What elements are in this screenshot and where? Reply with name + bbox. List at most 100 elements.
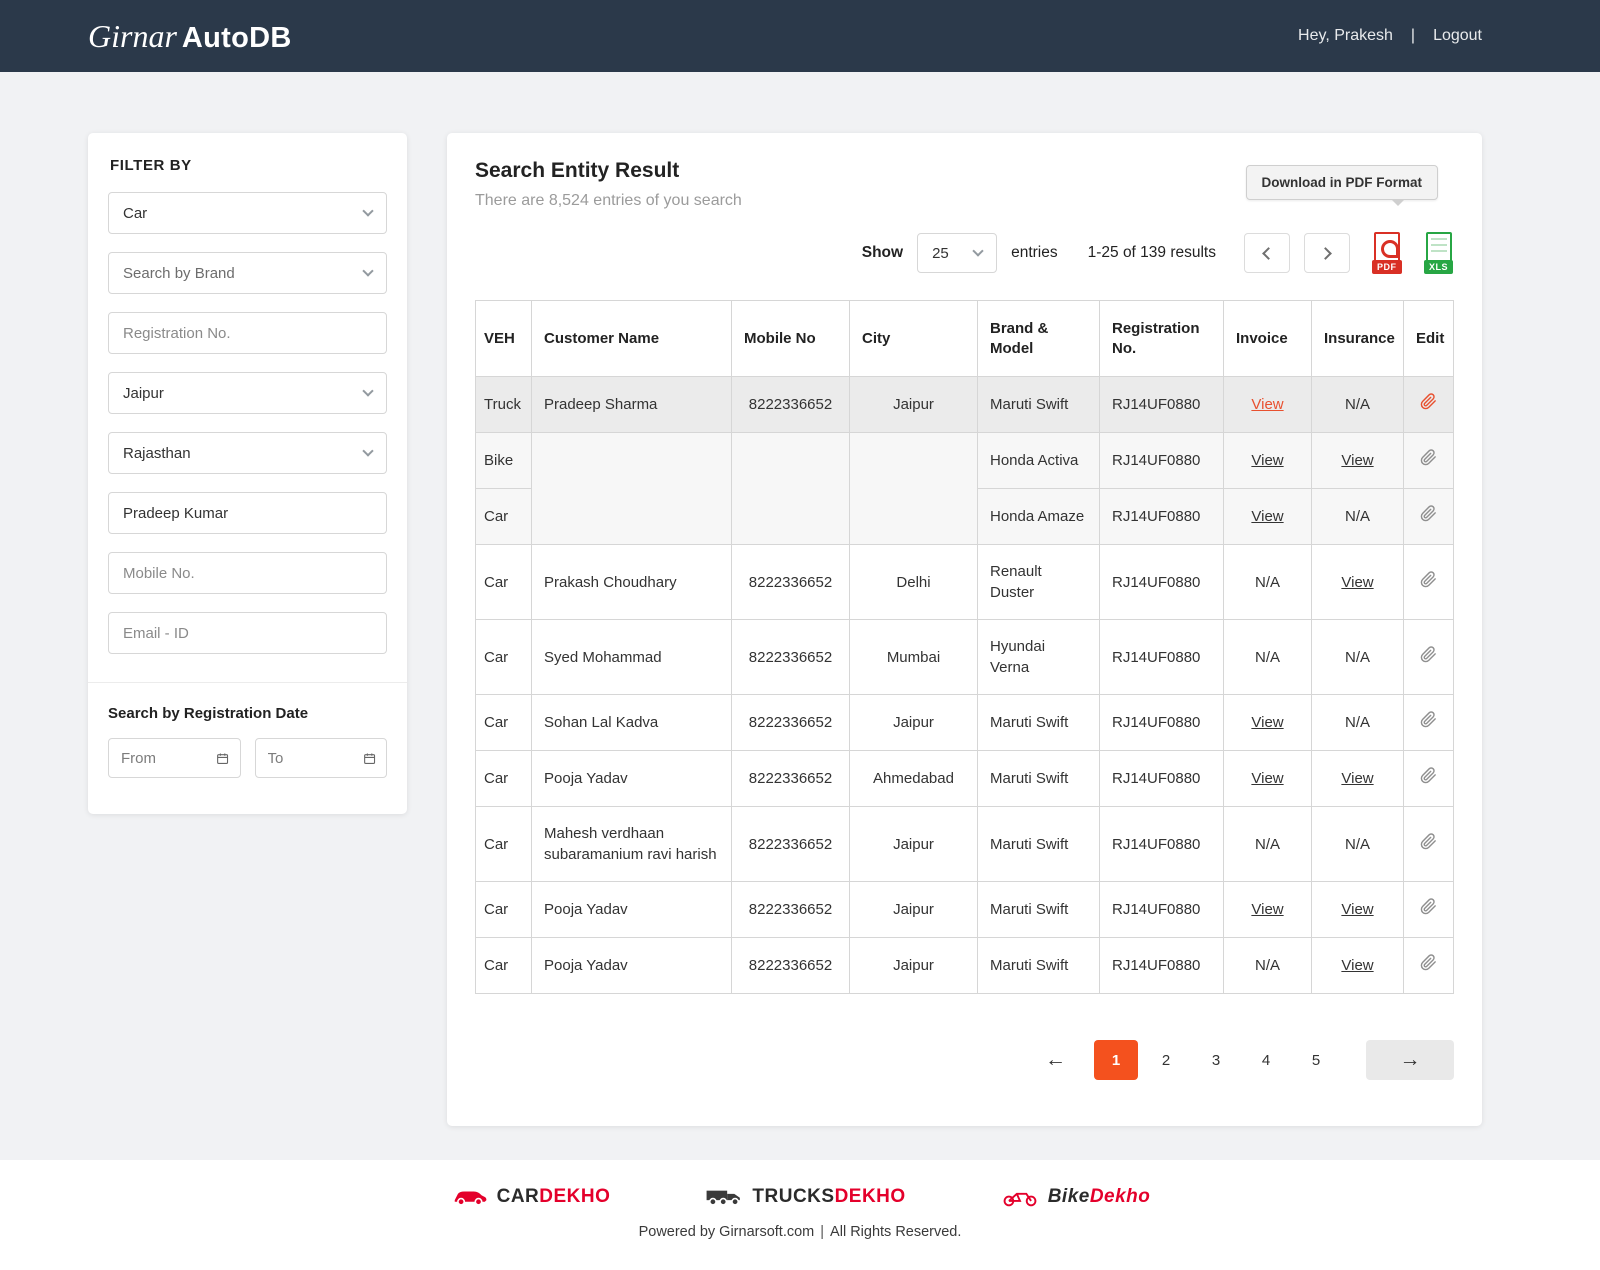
- insurance-cell-view-link[interactable]: View: [1341, 452, 1374, 469]
- invoice-cell-view-link[interactable]: View: [1251, 508, 1284, 525]
- insurance-cell: N/A: [1311, 619, 1404, 695]
- brand-name-italic: Girnar: [88, 17, 177, 54]
- edit-attachment-icon[interactable]: [1420, 832, 1437, 850]
- bikedekho-logo[interactable]: BikeDekho: [1001, 1186, 1151, 1208]
- brand-model-cell: Maruti Swift: [977, 694, 1100, 751]
- table-header-row: VEH Customer Name Mobile No City Brand & Mod…: [475, 300, 1454, 377]
- customer-name-cell: Sohan Lal Kadva: [531, 694, 732, 751]
- edit-attachment-icon[interactable]: [1420, 645, 1437, 663]
- pagination-pages: 1 2 3 4 5: [1094, 1040, 1338, 1080]
- registration-cell: RJ14UF0880: [1099, 432, 1224, 489]
- pagination-page-3[interactable]: 3: [1211, 1051, 1221, 1069]
- city-cell: [849, 432, 978, 545]
- brand-model-cell: Maruti Swift: [977, 806, 1100, 882]
- invoice-cell-view-link[interactable]: View: [1251, 770, 1284, 787]
- brand-model-cell: Maruti Swift: [977, 376, 1100, 433]
- table-row: Car Pooja Yadav 8222336652 Ahmedabad Maruti …: [475, 750, 1454, 807]
- chevron-down-icon: [362, 445, 374, 457]
- filter-title: FILTER BY: [110, 157, 192, 174]
- insurance-cell-view-link[interactable]: View: [1341, 573, 1374, 591]
- customer-name-input[interactable]: [108, 492, 387, 534]
- footer: CARDEKHO TRUCKSDEKHO BikeDekho Powered b…: [0, 1160, 1600, 1270]
- page-size-select[interactable]: 25: [917, 233, 998, 273]
- results-range: 1-25 of 139 results: [1087, 244, 1216, 261]
- edit-attachment-icon[interactable]: [1420, 954, 1437, 971]
- mobile-input[interactable]: [108, 552, 387, 594]
- entries-label: entries: [1011, 244, 1058, 261]
- table-row: Car Pooja Yadav 8222336652 Jaipur Maruti Swi…: [475, 881, 1454, 938]
- pagination-page-5[interactable]: 5: [1311, 1051, 1321, 1069]
- chevron-left-icon: [1262, 246, 1275, 260]
- cardekho-logo[interactable]: CARDEKHO: [450, 1186, 611, 1208]
- column-header: Customer Name: [531, 300, 732, 377]
- city-cell: Jaipur: [849, 881, 978, 938]
- pagination-next-button[interactable]: →: [1366, 1040, 1454, 1080]
- powered-by-text: Powered by Girnarsoft.com: [638, 1224, 815, 1240]
- edit-attachment-icon[interactable]: [1420, 393, 1437, 410]
- invoice-cell-view-link[interactable]: View: [1251, 396, 1284, 413]
- insurance-cell-view-link[interactable]: View: [1341, 957, 1374, 974]
- insurance-cell-view-link[interactable]: View: [1341, 901, 1374, 918]
- state-select-value: Rajasthan: [123, 444, 191, 462]
- edit-attachment-icon[interactable]: [1420, 570, 1437, 588]
- from-date-field[interactable]: [108, 738, 241, 778]
- customer-name-cell: Mahesh verdhaan subaramanium ravi harish: [531, 806, 732, 882]
- insurance-cell-view-link[interactable]: View: [1341, 770, 1374, 787]
- xls-download-icon[interactable]: XLS: [1424, 232, 1454, 274]
- invoice-cell-view-link[interactable]: View: [1251, 901, 1284, 918]
- edit-attachment-icon[interactable]: [1420, 505, 1437, 522]
- insurance-cell: N/A: [1311, 376, 1404, 433]
- state-select[interactable]: Rajasthan: [108, 432, 387, 474]
- invoice-cell-view-link[interactable]: View: [1251, 452, 1284, 469]
- registration-cell: RJ14UF0880: [1099, 881, 1224, 938]
- registration-cell: RJ14UF0880: [1099, 694, 1224, 751]
- next-page-button[interactable]: [1304, 233, 1350, 273]
- registration-date-section: Search by Registration Date: [88, 682, 407, 814]
- logout-link[interactable]: Logout: [1433, 27, 1482, 44]
- brand-select[interactable]: Search by Brand: [108, 252, 387, 294]
- logo-text-suffix: DEKHO: [539, 1186, 611, 1207]
- insurance-cell: View: [1311, 432, 1404, 489]
- mobile-cell: [731, 432, 850, 545]
- city-cell: Jaipur: [849, 806, 978, 882]
- email-input[interactable]: [108, 612, 387, 654]
- city-cell: Ahmedabad: [849, 750, 978, 807]
- app-logo: Girnar AutoDB: [88, 18, 292, 55]
- city-cell: Jaipur: [849, 937, 978, 994]
- brand-model-cell: Maruti Swift: [977, 750, 1100, 807]
- trucksdekho-logo[interactable]: TRUCKSDEKHO: [705, 1186, 905, 1208]
- pagination-page-1[interactable]: 1: [1094, 1040, 1138, 1080]
- pagination-page-2[interactable]: 2: [1161, 1051, 1171, 1069]
- veh-cell: Car: [475, 937, 532, 994]
- invoice-cell: N/A: [1223, 806, 1312, 882]
- brand-select-placeholder: Search by Brand: [123, 264, 235, 282]
- edit-attachment-icon[interactable]: [1420, 711, 1437, 728]
- vehicle-type-select[interactable]: Car: [108, 192, 387, 234]
- table-row: Car Mahesh verdhaan subaramanium ravi har…: [475, 806, 1454, 882]
- registration-input[interactable]: [108, 312, 387, 354]
- mobile-cell: 8222336652: [731, 937, 850, 994]
- edit-cell: [1403, 488, 1454, 545]
- customer-name-cell: Syed Mohammad: [531, 619, 732, 695]
- brand-model-cell: Honda Activa: [977, 432, 1100, 489]
- to-date-input[interactable]: [267, 749, 363, 767]
- invoice-cell-view-link[interactable]: View: [1251, 714, 1284, 731]
- pdf-download-icon[interactable]: PDF: [1372, 232, 1402, 274]
- results-table-body: Truck Pradeep Sharma 8222336652 Jaipur Marut…: [475, 376, 1454, 994]
- to-date-field[interactable]: [254, 738, 387, 778]
- brand-model-cell: Maruti Swift: [977, 937, 1100, 994]
- edit-attachment-icon[interactable]: [1420, 767, 1437, 784]
- edit-attachment-icon[interactable]: [1420, 898, 1437, 915]
- registration-cell: RJ14UF0880: [1099, 488, 1224, 545]
- footer-copyright: Powered by Girnarsoft.com | All Rights Res…: [0, 1224, 1600, 1240]
- city-cell: Delhi: [849, 544, 978, 620]
- edit-attachment-icon[interactable]: [1420, 449, 1437, 466]
- vehicle-type-value: Car: [123, 204, 148, 222]
- invoice-cell: View: [1223, 750, 1312, 807]
- prev-page-button[interactable]: [1244, 233, 1290, 273]
- pagination-prev-arrow[interactable]: ←: [1045, 1048, 1066, 1071]
- pagination-page-4[interactable]: 4: [1261, 1051, 1271, 1069]
- insurance-cell: View: [1311, 750, 1404, 807]
- from-date-input[interactable]: [121, 749, 217, 767]
- city-select[interactable]: Jaipur: [108, 372, 387, 414]
